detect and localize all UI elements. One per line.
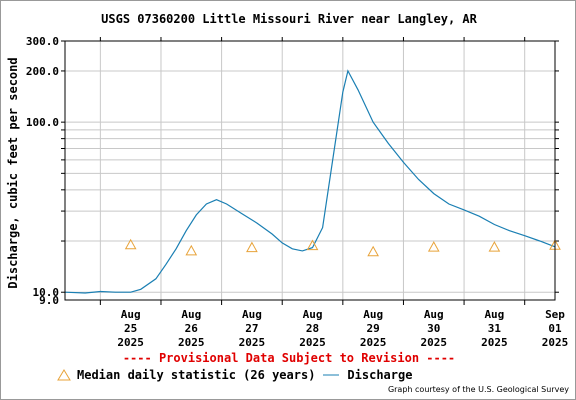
x-tick-label-line: Sep (545, 308, 565, 321)
legend-label-discharge: Discharge (347, 368, 413, 382)
legend-label-median: Median daily statistic (26 years) (77, 368, 316, 382)
x-tick-label-line: 27 (245, 322, 258, 335)
x-tick-label-line: Aug (121, 308, 141, 321)
y-tick-label: 300.0 (26, 35, 59, 48)
plot-border (64, 40, 556, 301)
x-tick-label-line: 2025 (481, 336, 508, 349)
discharge-line (64, 69, 556, 294)
median-triangle-marker (124, 238, 137, 250)
x-tick-labels: Aug252025Aug262025Aug272025Aug282025Aug2… (117, 308, 568, 349)
x-tick-label-line: Aug (242, 308, 262, 321)
x-tick-label-line: 2025 (117, 336, 144, 349)
grid-lines (65, 40, 555, 300)
x-tick-label-line: 31 (488, 322, 502, 335)
y-tick-label: 100.0 (26, 116, 59, 129)
x-tick-label-line: 30 (427, 322, 440, 335)
median-triangle-marker (427, 241, 440, 252)
credit-note: Graph courtesy of the U.S. Geological Su… (387, 385, 569, 394)
legend-item-median: Median daily statistic (26 years) (57, 368, 315, 382)
median-triangle-marker (488, 241, 501, 252)
legend: Median daily statistic (26 years) Discha… (57, 367, 420, 383)
x-tick-label-line: Aug (181, 308, 201, 321)
x-tick-label-line: Aug (363, 308, 383, 321)
x-tick-label-line: Aug (303, 308, 323, 321)
x-tick-label-line: 25 (124, 322, 137, 335)
chart-title: USGS 07360200 Little Missouri River near… (101, 12, 477, 26)
x-tick-label-line: 2025 (178, 336, 205, 349)
median-markers (124, 238, 561, 257)
median-triangle-marker (367, 245, 379, 257)
x-tick-label-line: 2025 (542, 336, 569, 349)
x-tick-label-line: Aug (484, 308, 504, 321)
legend-item-discharge: Discharge (323, 368, 412, 382)
median-triangle-marker (185, 244, 198, 256)
axis-ticks (61, 37, 559, 305)
x-tick-label-line: 01 (548, 322, 562, 335)
median-triangle-marker (246, 241, 258, 253)
median-triangle-icon (57, 369, 71, 381)
y-tick-label: 200.0 (26, 65, 59, 78)
provisional-note: ---- Provisional Data Subject to Revisio… (122, 351, 456, 365)
x-tick-label-line: 28 (306, 322, 319, 335)
y-tick-label: 9.0 (39, 294, 59, 307)
x-tick-label-line: Aug (424, 308, 444, 321)
x-tick-label-line: 2025 (360, 336, 387, 349)
x-tick-label-line: 26 (185, 322, 199, 335)
median-triangle-marker (306, 239, 319, 251)
x-tick-label-line: 2025 (239, 336, 266, 349)
x-tick-label-line: 2025 (421, 336, 448, 349)
y-tick-labels: 9.010.0 100.0 200.0 300.0 (26, 35, 59, 307)
x-tick-label-line: 2025 (299, 336, 326, 349)
x-tick-label-line: 29 (367, 322, 380, 335)
y-tick-label: 10.0 (33, 286, 60, 299)
discharge-line-icon (323, 374, 340, 376)
series-lines (64, 69, 556, 294)
